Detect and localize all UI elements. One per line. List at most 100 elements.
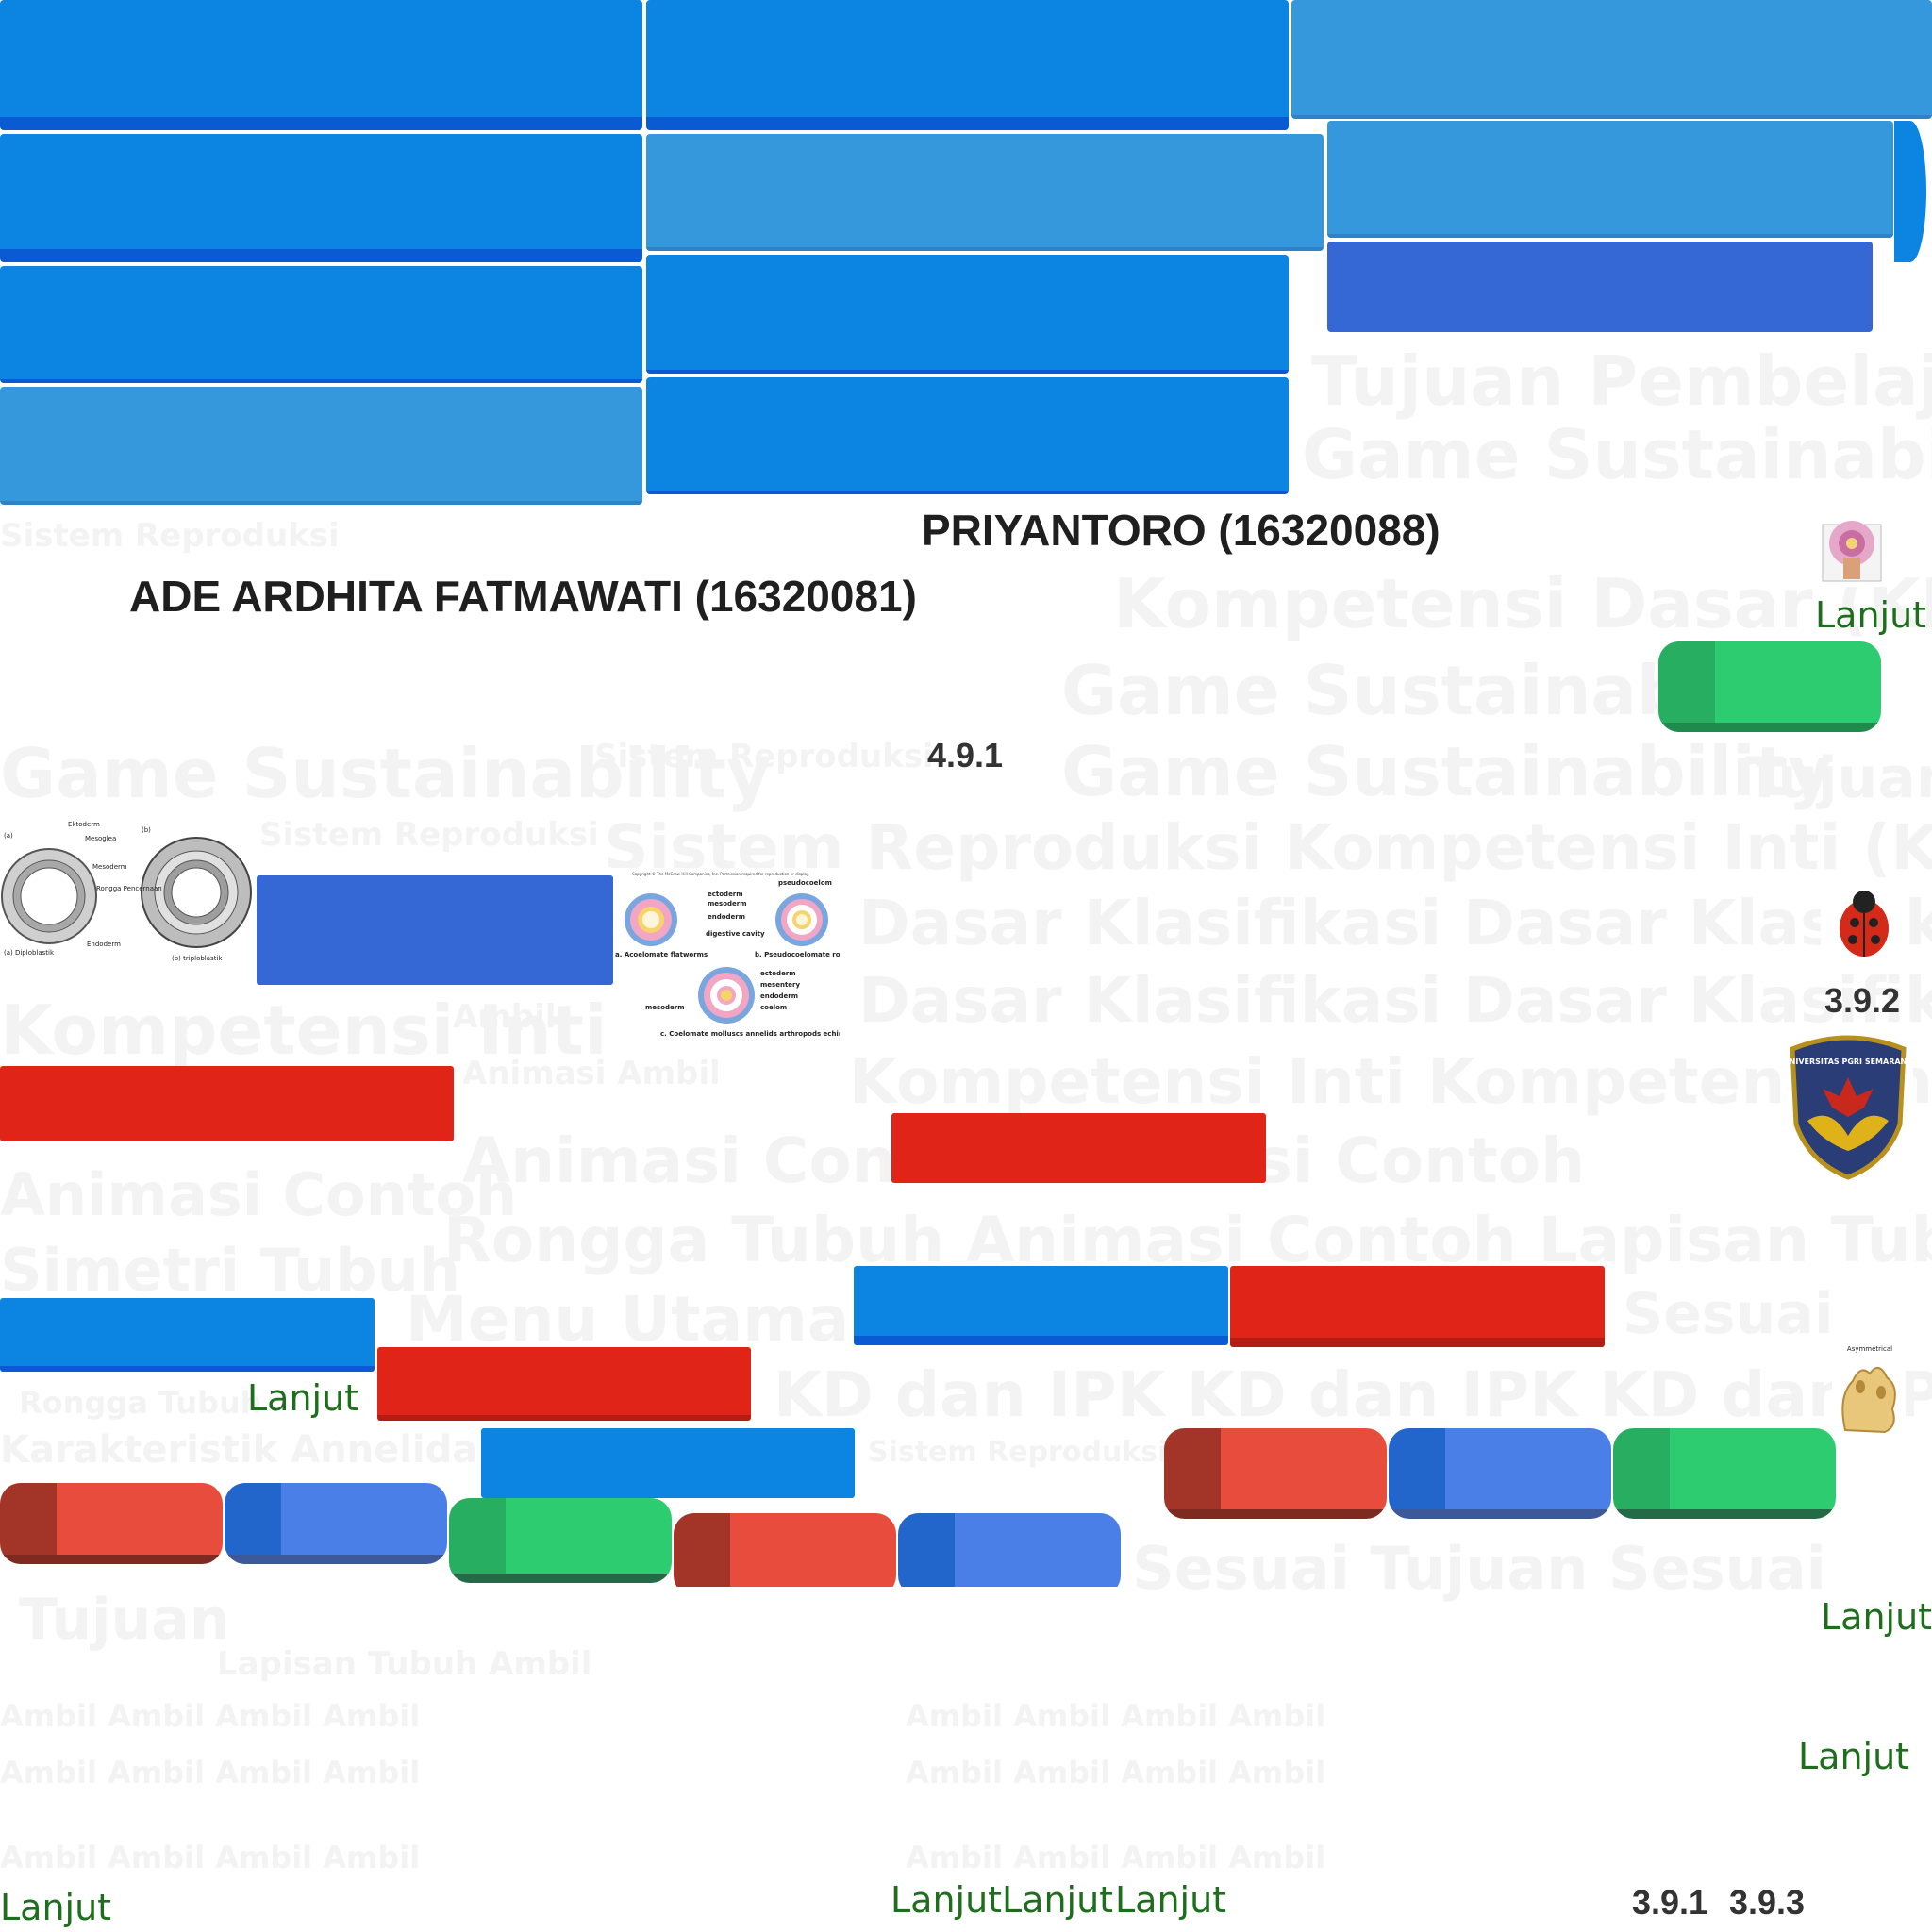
ghost-text: Dasar Klasifikasi Dasar Klasifikasi [858,887,1932,959]
lanjut-button[interactable]: Lanjut [1821,1596,1932,1638]
code-label: 4.9.1 [927,736,1004,774]
content-bar[interactable] [481,1428,855,1498]
lanjut-button[interactable]: Lanjut [1815,594,1927,636]
diagram-label: ectoderm [760,970,796,977]
diagram-label: Mesoderm [92,863,127,871]
ghost-text: Rongga Tubuh [19,1385,262,1421]
game-pill-button[interactable] [0,1483,223,1564]
game-pill-button[interactable] [898,1513,1121,1596]
ghost-text: Game Sustainability [1061,732,1833,811]
menu-tile-9[interactable] [1327,242,1873,332]
game-pill-button[interactable] [674,1513,896,1596]
diagram-label: mesoderm [645,1004,685,1011]
game-pill-button[interactable] [449,1498,672,1583]
diagram-label: endoderm [708,913,745,921]
coelom-diagram: Copyright © The McGraw-Hill Companies, I… [613,868,840,1047]
ghost-text: Dasar Klasifikasi Dasar Klasifikasi [858,964,1932,1037]
university-logo: UNIVERSITAS PGRI SEMARANG [1783,1030,1913,1181]
lanjut-button[interactable]: Lanjut [1798,1736,1910,1777]
lanjut-button[interactable]: Lanjut [1002,1879,1114,1921]
content-bar[interactable] [0,1298,375,1372]
ghost-text: Game Sustainability [1302,415,1932,494]
ghost-text: Karakteristik Annelida [0,1428,478,1472]
content-bar[interactable] [1230,1266,1605,1347]
content-bar[interactable] [891,1113,1266,1183]
ghost-text: Ambil Ambil Ambil Ambil [0,1698,421,1734]
ghost-text: Game Sustainability [0,734,772,813]
menu-tile-10[interactable] [0,387,642,505]
menu-tile-8[interactable] [646,255,1289,374]
diagram-label: Asymmetrical [1847,1345,1892,1353]
ghost-text: Simetri Tubuh [0,1236,460,1305]
ghost-text: Sistem Reproduksi [259,816,599,854]
logo-text: UNIVERSITAS PGRI SEMARANG [1783,1058,1913,1066]
code-label: 3.9.1 [1632,1883,1708,1922]
ghost-text: Ambil [453,998,557,1036]
diagram-label: (b) triploblastik [172,955,223,962]
lanjut-button[interactable]: Lanjut [0,1887,112,1928]
ghost-text: Ambil Ambil Ambil Ambil [0,1755,421,1790]
scroll-indicator[interactable] [1894,121,1926,262]
ghost-text: KD dan IPK KD dan IPK KD dan IPK [774,1358,1932,1431]
menu-tile-5[interactable] [646,134,1324,251]
ghost-text: Kompetensi Dasar (KD) [1113,564,1932,643]
content-bar[interactable] [377,1347,751,1421]
ghost-text: Tujuan [19,1587,230,1653]
ladybug-image [1821,877,1907,964]
menu-tile-1[interactable] [0,0,642,130]
menu-tile-6[interactable] [1327,121,1893,238]
game-pill-button[interactable] [1164,1428,1387,1519]
sea-anemone-image [1811,496,1892,587]
author-name-1: PRIYANTORO (16320088) [922,506,1441,555]
asymmetrical-sponge-image: Asymmetrical [1832,1340,1906,1438]
diagram-label: digestive cavity [706,930,765,938]
menu-tile-11[interactable] [646,377,1289,494]
diagram-label: Endoderm [87,941,121,948]
diagram-label: Copyright © The McGraw-Hill Companies, I… [632,872,809,876]
lanjut-button[interactable]: Lanjut [1115,1879,1227,1921]
content-bar[interactable] [0,1066,454,1141]
author-name-2: ADE ARDHITA FATMAWATI (16320081) [129,572,917,621]
diagram-label: c. Coelomate molluscs annelids arthropod… [660,1030,840,1038]
diagram-label: (a) Diploblastik [4,949,55,957]
germ-layer-diagram: (a) (b) Ektoderm Mesoglea Mesoderm Rongg… [0,809,255,970]
ghost-text: Sesuai Tujuan Sesuai [1132,1534,1826,1603]
game-pill-button[interactable] [225,1483,447,1564]
ghost-text: Kompetensi Inti Kompetensi Inti [849,1045,1932,1118]
ghost-text: Animasi Contoh [0,1160,518,1229]
menu-tile-7[interactable] [0,266,642,383]
ghost-text: Sistem Reproduksi [0,517,340,555]
code-label: 3.9.3 [1729,1883,1806,1922]
lanjut-button[interactable]: Lanjut [247,1377,359,1419]
menu-tile-3[interactable] [1291,0,1932,119]
code-label: 3.9.2 [1824,981,1901,1020]
ghost-text: Sesuai [1623,1281,1834,1347]
ghost-text: Ambil Ambil Ambil Ambil [906,1698,1326,1734]
ghost-text: Rongga Tubuh Animasi Contoh Lapisan Tubu… [443,1204,1932,1276]
content-bar[interactable] [854,1266,1228,1345]
menu-tile-4[interactable] [0,134,642,262]
lanjut-button[interactable]: Lanjut [891,1879,1003,1921]
diagram-label: a. Acoelomate flatworms [615,951,708,958]
game-pill-button[interactable] [1658,641,1881,732]
diagram-label: mesoderm [708,900,747,908]
diagram-label: pseudocoelom [778,879,832,887]
diagram-label: ectoderm [708,891,743,898]
game-pill-button[interactable] [1389,1428,1611,1519]
diagram-label: coelom [760,1004,787,1011]
ghost-text: Sistem Reproduksi [594,738,934,775]
ghost-text: Ambil Ambil Ambil Ambil [0,1840,421,1875]
content-bar[interactable] [257,875,613,985]
ghost-text: Tujuan [1745,745,1932,811]
diagram-label: b. Pseudocoelomate roundworms [755,951,840,958]
ghost-text: Ambil Ambil Ambil Ambil [906,1840,1326,1875]
diagram-label: (b) [142,826,151,834]
diagram-label: Ektoderm [68,821,100,828]
game-pill-button[interactable] [1613,1428,1836,1519]
diagram-label: Mesoglea [85,835,116,842]
diagram-label: endoderm [760,992,798,1000]
ghost-text: Lapisan Tubuh Ambil [217,1645,592,1683]
ghost-text: Tujuan Pembelajaran [1311,341,1932,421]
menu-tile-2[interactable] [646,0,1289,130]
ghost-text: Animasi Ambil [462,1055,721,1092]
